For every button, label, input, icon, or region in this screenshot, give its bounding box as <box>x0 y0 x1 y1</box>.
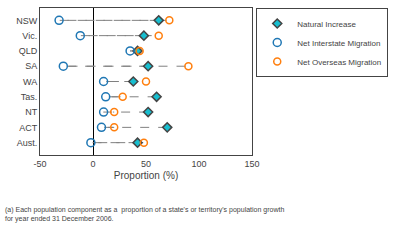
svg-text:SA: SA <box>25 61 37 71</box>
svg-text:WA: WA <box>23 77 37 87</box>
svg-text:(a) Each population component: (a) Each population component as a propo… <box>5 206 284 223</box>
svg-text:-50: -50 <box>33 159 46 169</box>
svg-text:100: 100 <box>191 159 206 169</box>
svg-text:Natural Increase: Natural Increase <box>297 20 356 29</box>
svg-text:NSW: NSW <box>16 16 38 26</box>
svg-text:Net Interstate Migration: Net Interstate Migration <box>297 39 380 48</box>
svg-text:Proportion (%): Proportion (%) <box>114 170 178 181</box>
svg-text:0: 0 <box>90 159 95 169</box>
svg-text:Aust.: Aust. <box>17 138 38 148</box>
svg-text:NT: NT <box>25 107 37 117</box>
svg-text:150: 150 <box>244 159 259 169</box>
svg-text:ACT: ACT <box>19 123 38 133</box>
svg-text:QLD: QLD <box>19 46 38 56</box>
svg-text:Tas.: Tas. <box>21 92 38 102</box>
svg-text:50: 50 <box>141 159 151 169</box>
svg-text:Net Overseas Migration: Net Overseas Migration <box>297 58 381 67</box>
svg-text:Vic.: Vic. <box>22 31 37 41</box>
